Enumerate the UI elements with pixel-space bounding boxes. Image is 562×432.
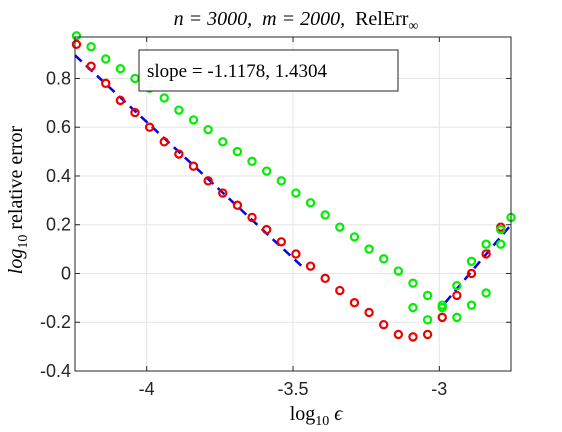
data-point [261,166,272,176]
data-point [379,319,389,330]
x-axis-ticks: -4 -3.5 -3 [139,37,447,399]
data-point [466,256,477,266]
data-point [422,290,433,301]
data-point [218,137,228,147]
y-axis-label: log10 relative error [5,125,31,274]
data-point [188,115,199,125]
data-point [130,107,140,118]
title-relerr-sub: ∞ [408,19,418,34]
y-axis-ticks: -0.4 -0.2 0 0.2 0.4 0.6 0.8 [40,68,511,381]
data-point [261,224,272,235]
y-label-sub: 10 [16,235,31,249]
data-point [466,300,477,310]
data-point [349,232,360,242]
data-point [481,288,491,298]
x-axis-label: log10 ϵ [290,403,344,429]
y-tick-label: 0.4 [46,166,71,186]
y-tick-label: 0.6 [46,117,71,137]
y-tick-label: -0.2 [40,312,71,332]
title-m-part: m = 2000, [262,8,345,30]
title-n-part: n = 3000, [174,8,253,30]
y-tick-label: 0.8 [46,68,71,88]
data-point [115,95,126,106]
data-point [101,54,111,64]
data-point [364,307,374,318]
data-point [291,188,301,198]
slope-annotation: slope = -1.1178, 1.4304 [138,49,399,92]
data-point [276,237,286,247]
data-point [335,222,345,232]
data-point [101,78,111,89]
data-point [247,212,257,223]
data-point [349,298,360,308]
data-point [408,278,418,288]
data-point [437,312,447,323]
data-point [174,149,184,159]
data-point [393,329,404,340]
x-label-symbol: ϵ [334,403,343,425]
data-point [437,300,447,310]
chart-title: n = 3000, m = 2000, RelErr∞ [174,8,419,34]
data-point [71,31,82,41]
data-point [276,176,286,186]
data-point [408,332,418,342]
data-point [364,244,374,254]
data-point [86,42,96,52]
data-point [305,261,316,271]
data-point [203,124,213,135]
data-point [496,224,506,235]
data-point [466,268,477,279]
data-point [305,198,316,208]
data-point [320,273,330,284]
data-point [203,176,213,186]
data-point [144,122,155,132]
data-point [481,249,491,259]
x-tick-label: -3.5 [277,379,308,399]
data-point [452,312,462,323]
y-tick-label: 0.2 [46,215,71,235]
data-points [71,31,516,342]
y-tick-label: -0.4 [40,361,71,381]
data-point [71,39,82,50]
data-point [422,315,433,325]
data-point [496,239,506,249]
y-label-rest: relative error [5,125,27,234]
data-point [174,105,184,115]
data-point [379,254,389,264]
data-point [320,210,330,220]
x-tick-label: -3 [431,379,447,399]
title-relerr: RelErr [355,8,409,30]
data-point [218,188,228,198]
x-label-base: log [290,403,316,425]
data-point [232,200,243,210]
data-point [452,290,462,301]
annotation-text: slope = -1.1178, 1.4304 [147,61,327,82]
data-point [159,93,169,103]
data-point [188,161,199,171]
data-point [232,146,243,157]
data-point [393,266,404,276]
y-tick-label: 0 [61,263,71,283]
data-point [408,302,418,313]
annotation-box [138,49,399,92]
data-point [86,61,96,71]
data-point [159,137,169,147]
data-point [422,329,433,340]
data-point [115,63,126,74]
y-label-base: log [5,249,27,275]
x-tick-label: -4 [139,379,155,399]
x-label-sub: 10 [315,414,329,429]
data-point [481,239,491,249]
data-point [247,156,257,167]
data-point [291,249,301,259]
data-point [452,280,462,291]
data-point [335,285,345,296]
